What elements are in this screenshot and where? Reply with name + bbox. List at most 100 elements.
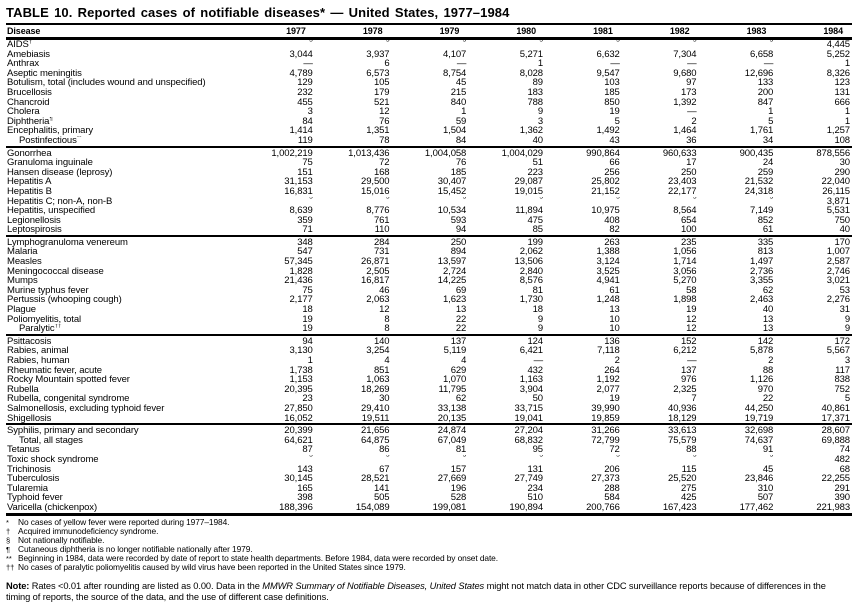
not-notifiable-mark: § <box>462 38 467 44</box>
case-count-cell: 196 <box>450 483 467 494</box>
case-count-cell: 123 <box>834 78 850 88</box>
disease-name: Mumps <box>7 276 38 286</box>
table-row: Typhoid fever 398 505 528 510 584 425 507 390 <box>6 493 852 503</box>
not-notifiable-mark: § <box>309 455 313 458</box>
footnote: † Acquired immunodeficiency syndrome. <box>6 526 852 536</box>
case-count-cell: 179 <box>373 87 390 98</box>
note-text-before: Rates <0.01 after rounding are listed as… <box>29 580 263 591</box>
case-count-cell: 2,463 <box>749 295 774 306</box>
case-count-cell: 115 <box>681 464 697 475</box>
case-count-cell: 284 <box>314 234 392 248</box>
not-notifiable-mark: § <box>386 455 390 458</box>
case-count-cell: 27,669 <box>437 474 467 484</box>
case-count-cell: 505 <box>373 493 390 503</box>
case-count-cell: § <box>545 39 622 50</box>
table-row: Anthrax — 6 — 1 — — — 1 <box>6 59 852 69</box>
disease-name: Malaria <box>7 247 38 258</box>
case-count-cell: 408 <box>604 215 620 226</box>
case-count-cell: 1,898 <box>673 295 697 306</box>
case-count-cell: 11,795 <box>438 384 467 395</box>
case-count-cell: 30 <box>379 394 390 404</box>
case-count-cell: 40,936 <box>668 403 697 414</box>
case-count-cell: 2,062 <box>519 247 543 258</box>
not-notifiable-mark: § <box>462 455 466 458</box>
case-count-cell: 25,520 <box>668 474 697 484</box>
case-count-cell: 750 <box>834 215 850 226</box>
case-count-cell: 81 <box>532 285 543 296</box>
case-count-cell: 69,888 <box>821 435 851 446</box>
case-count-cell: 13 <box>609 305 620 315</box>
case-count-cell: 8 <box>384 314 390 325</box>
disease-name: Tularemia <box>7 483 48 494</box>
case-count-cell: 177,462 <box>739 502 774 513</box>
case-count-cell: 521 <box>373 97 390 108</box>
case-count-cell: 8,326 <box>826 68 850 79</box>
case-count-cell: 18,269 <box>361 384 390 395</box>
footnote-marker: †† <box>6 562 15 572</box>
case-count-cell: 8,754 <box>442 68 467 79</box>
case-count-cell: 475 <box>527 215 543 226</box>
table-title: TABLE 10. Reported cases of notifiable d… <box>6 5 510 20</box>
disease-name: Anthrax <box>7 59 40 69</box>
case-count-cell: 3,871 <box>826 196 850 207</box>
case-count-cell: 9 <box>844 324 850 335</box>
case-count-cell: 850 <box>604 97 620 108</box>
case-count-cell: 168 <box>373 167 390 178</box>
disease-name: Leptospirosis <box>7 225 62 236</box>
case-count-cell: 94 <box>238 333 315 347</box>
case-count-cell: 140 <box>314 333 392 347</box>
table-row: Varicella (chickenpox) 188,396 154,089 199,… <box>6 503 852 514</box>
case-count-cell: 11,894 <box>515 206 543 216</box>
case-count-cell: 4 <box>461 356 467 366</box>
case-count-cell: 894 <box>450 247 467 258</box>
case-count-cell: 24 <box>762 158 774 168</box>
case-count-cell: 1,257 <box>826 126 850 136</box>
case-count-cell: 87 <box>302 445 313 455</box>
case-count-cell: — <box>687 356 697 366</box>
disease-name: Paralytic†† <box>6 324 238 335</box>
not-notifiable-mark: § <box>309 197 313 200</box>
table-row: Amebiasis 3,044 3,937 4,107 5,271 6,632 7,304 6… <box>6 50 852 60</box>
case-count-cell: 1,497 <box>749 257 774 267</box>
case-count-cell: 86 <box>379 445 390 455</box>
case-count-cell: 8,028 <box>519 68 543 79</box>
case-count-cell: 100 <box>680 225 697 236</box>
disease-name: Toxic shock syndrome <box>7 454 99 465</box>
not-notifiable-mark: § <box>539 38 543 44</box>
case-count-cell: 59 <box>455 116 467 127</box>
case-count-cell: 19 <box>609 107 620 117</box>
case-count-cell: 13 <box>762 314 774 325</box>
not-notifiable-mark: § <box>615 38 620 44</box>
case-count-cell: 30,407 <box>437 177 467 187</box>
case-count-cell: 1,492 <box>596 126 620 136</box>
table-row: Rubella 20,395 18,269 11,795 3,904 2,077 2,325… <box>6 385 852 395</box>
case-count-cell: § <box>545 197 622 207</box>
case-count-cell: 310 <box>757 483 774 494</box>
note-italic-title: MMWR Summary of Notifiable Diseases, Uni… <box>262 580 485 591</box>
case-count-cell: 1 <box>844 59 850 69</box>
case-count-cell: 232 <box>297 87 313 98</box>
case-count-cell: — <box>687 107 697 117</box>
case-count-cell: 28,521 <box>361 474 390 484</box>
disease-name: Aseptic meningitis <box>7 68 82 79</box>
case-count-cell: 1,013,436 <box>314 145 392 159</box>
case-count-cell: 91 <box>762 445 774 455</box>
table-row: Leptospirosis 71 110 94 85 82 100 61 40 <box>6 225 852 236</box>
case-count-cell: 28,607 <box>775 423 852 436</box>
case-count-cell: 20,399 <box>238 423 315 436</box>
disease-name: Trichinosis <box>7 464 51 475</box>
disease-name: Rheumatic fever, acute <box>7 365 102 376</box>
footnote-text: No cases of yellow fever were reported d… <box>18 516 230 527</box>
disease-name: Hepatitis, unspecified <box>7 206 96 216</box>
table-row: Aseptic meningitis 4,789 6,573 8,754 8,028 9,… <box>6 69 852 79</box>
table-row: Chancroid 455 521 840 788 850 1,392 847 666 <box>6 98 852 108</box>
case-count-cell: 3,044 <box>289 49 313 60</box>
case-count-cell: § <box>315 197 392 207</box>
table-body: AIDS† § § § § § § § 4,445 Amebiasis 3,044 3,937 4,10… <box>6 39 852 515</box>
case-count-cell: 19,015 <box>514 186 544 197</box>
table-row: Cholera 3 12 1 9 19—1 1 <box>6 107 852 117</box>
footnote-marker: * <box>6 517 9 527</box>
case-count-cell: 3,254 <box>366 346 390 356</box>
case-count-cell: 7 <box>691 394 697 404</box>
case-count-cell: 813 <box>757 247 774 258</box>
